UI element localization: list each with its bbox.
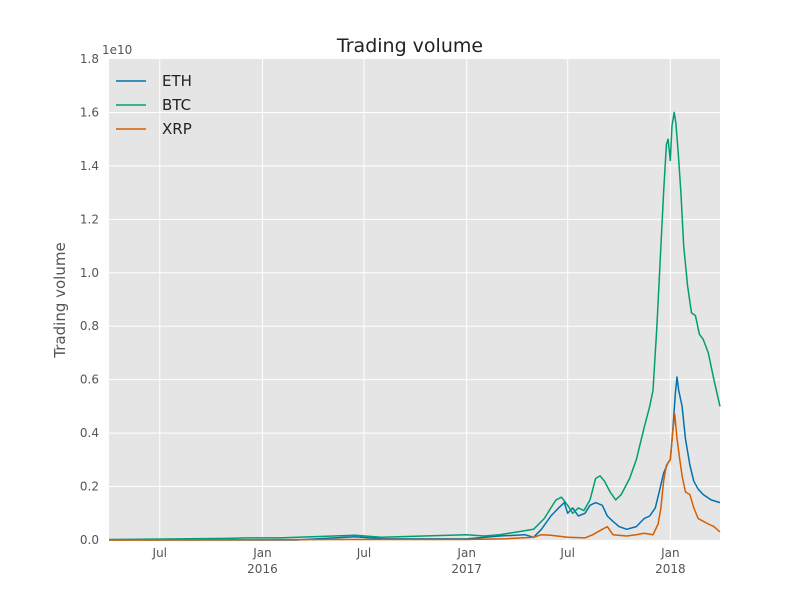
chart-title: Trading volume: [336, 35, 483, 57]
y-tick-label: 0.4: [80, 426, 99, 440]
y-offset-label: 1e10: [102, 43, 132, 57]
plot-area: [109, 59, 720, 540]
x-tick-label: Jan: [660, 546, 680, 560]
y-tick-label: 1.8: [80, 52, 99, 66]
x-tick-label: Jul: [152, 546, 167, 560]
y-tick-label: 1.0: [80, 266, 99, 280]
legend-label-eth: ETH: [162, 72, 192, 90]
y-tick-label: 1.2: [80, 212, 99, 226]
x-tick-year-label: 2017: [451, 562, 482, 576]
x-tick-year-label: 2018: [655, 562, 686, 576]
series-line-xrp: [108, 413, 721, 541]
x-axis: Jul Jan 2016 Jul Jan 2017 Jul Jan 2018: [152, 546, 686, 576]
y-tick-label: 0.0: [80, 533, 99, 547]
y-tick-label: 0.2: [80, 480, 99, 494]
series-line-btc: [108, 111, 721, 541]
y-tick-label: 1.4: [80, 159, 99, 173]
series-lines: [108, 111, 721, 541]
legend: ETH BTC XRP: [116, 72, 192, 138]
y-axis: 0.0 0.2 0.4 0.6 0.8 1.0 1.2 1.4 1.6 1.8: [80, 52, 99, 547]
legend-label-btc: BTC: [162, 96, 191, 114]
x-tick-year-label: 2016: [247, 562, 278, 576]
y-tick-label: 0.8: [80, 319, 99, 333]
y-axis-label: Trading volume: [51, 242, 69, 358]
y-tick-label: 0.6: [80, 373, 99, 387]
x-tick-label: Jul: [356, 546, 371, 560]
y-tick-label: 1.6: [80, 105, 99, 119]
legend-label-xrp: XRP: [162, 120, 192, 138]
x-tick-label: Jan: [456, 546, 476, 560]
x-tick-label: Jul: [559, 546, 574, 560]
x-tick-label: Jan: [252, 546, 272, 560]
